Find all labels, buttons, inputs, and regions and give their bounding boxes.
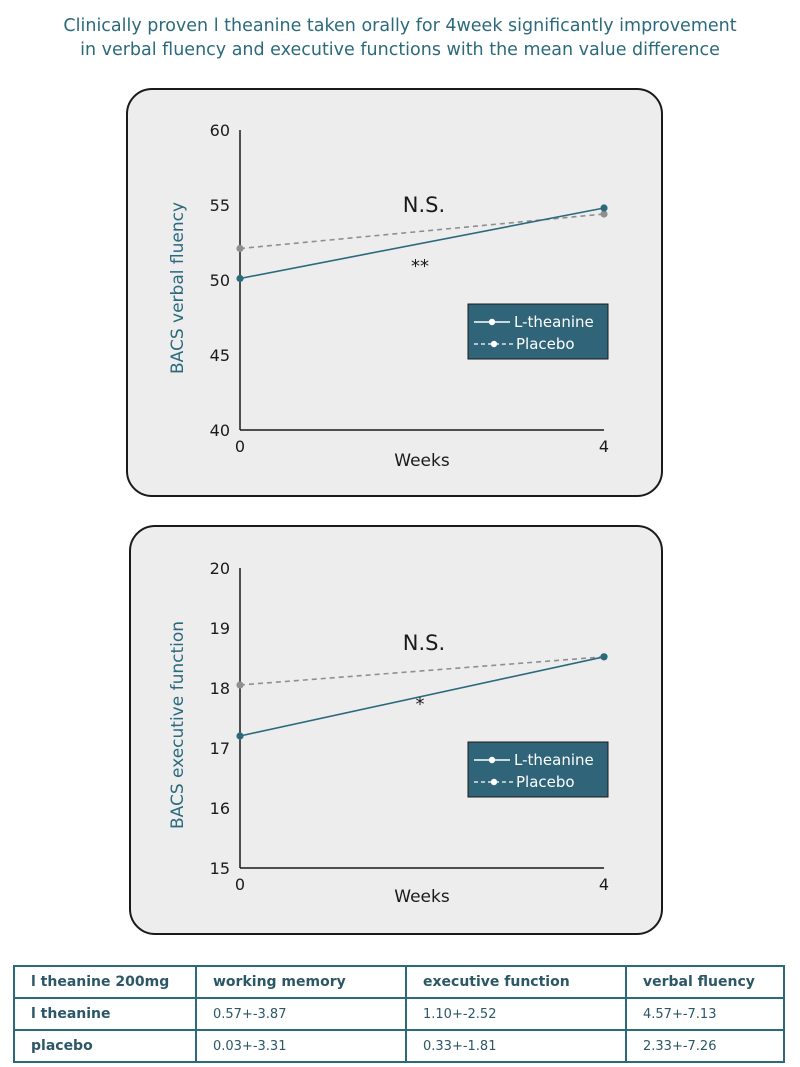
- c0-y-tick-label: 40: [210, 421, 230, 440]
- c1-annotation-significance: *: [416, 694, 425, 715]
- c1-y-tick-label: 20: [210, 559, 230, 578]
- c1-legend-marker-placebo: [490, 778, 498, 786]
- c1-y-tick-label: 19: [210, 619, 230, 638]
- c0-data-point-l-theanine: [600, 204, 608, 212]
- c1-data-point-placebo: [236, 681, 244, 689]
- executive-function-panel: [129, 525, 663, 935]
- c0-legend-label-theanine: L-theanine: [514, 313, 594, 331]
- c1-series-line-placebo: [239, 656, 605, 686]
- c1-data-point-l-theanine: [236, 732, 244, 740]
- table-header-cell: executive function: [405, 965, 627, 999]
- c1-legend-label-theanine: L-theanine: [514, 751, 594, 769]
- c1-legend-label-placebo: Placebo: [516, 773, 575, 791]
- c1-annotation-ns: N.S.: [403, 631, 445, 655]
- c1-y-axis-label: BACS executive function: [168, 621, 188, 829]
- verbal-fluency-panel: [126, 88, 663, 497]
- table-cell: 0.33+-1.81: [405, 1029, 627, 1063]
- c1-legend-marker-theanine: [488, 756, 496, 764]
- c1-y-tick-label: 17: [210, 739, 230, 758]
- c0-y-tick-label: 45: [210, 346, 230, 365]
- table-cell: 4.57+-7.13: [625, 997, 785, 1031]
- page-title: Clinically proven l theanine taken orall…: [0, 14, 800, 62]
- c0-y-axis-label: BACS verbal fluency: [168, 202, 188, 374]
- table-header-cell: working memory: [195, 965, 407, 999]
- title-line-2: in verbal fluency and executive function…: [80, 40, 720, 60]
- c0-y-tick-label: 50: [210, 271, 230, 290]
- table-row-label: placebo: [13, 1029, 197, 1063]
- c1-data-point-l-theanine: [600, 653, 608, 661]
- c0-x-axis-label: Weeks: [394, 451, 450, 471]
- c0-data-point-placebo: [236, 244, 244, 253]
- c0-legend-label-placebo: Placebo: [516, 335, 575, 353]
- table-row: placebo 0.03+-3.31 0.33+-1.81 2.33+-7.26: [13, 1029, 785, 1063]
- title-line-1: Clinically proven l theanine taken orall…: [63, 16, 737, 36]
- c1-y-tick-label: 18: [210, 679, 230, 698]
- c0-y-tick-label: 60: [210, 121, 230, 140]
- c1-x-axis-label: Weeks: [394, 887, 450, 907]
- table-row-label: l theanine: [13, 997, 197, 1031]
- c0-legend-marker-theanine: [488, 318, 496, 326]
- c1-x-tick-label: 0: [235, 875, 245, 894]
- c0-data-point-placebo: [600, 210, 608, 218]
- table-header-row: l theanine 200mg working memory executiv…: [13, 965, 785, 999]
- table-cell: 2.33+-7.26: [625, 1029, 785, 1063]
- c1-y-tick-label: 16: [210, 799, 230, 818]
- c0-annotation-ns: N.S.: [403, 193, 445, 217]
- c0-x-tick-label: 0: [235, 437, 245, 456]
- table-header-cell: verbal fluency: [625, 965, 785, 999]
- table-cell: 0.57+-3.87: [195, 997, 407, 1031]
- c0-x-tick-label: 4: [599, 437, 609, 456]
- c0-legend-box: [467, 303, 609, 360]
- table-cell: 0.03+-3.31: [195, 1029, 407, 1063]
- results-table: l theanine 200mg working memory executiv…: [13, 965, 785, 1063]
- c1-series-line-l-theanine: [239, 656, 605, 737]
- table-row: l theanine 0.57+-3.87 1.10+-2.52 4.57+-7…: [13, 997, 785, 1031]
- c0-legend-marker-placebo: [490, 340, 498, 348]
- table-header-cell: l theanine 200mg: [13, 965, 197, 999]
- c0-series-line-l-theanine: [239, 207, 605, 280]
- c0-data-point-l-theanine: [236, 274, 244, 283]
- c0-y-tick-label: 55: [210, 196, 230, 215]
- c0-series-line-placebo: [239, 213, 605, 250]
- c1-legend-box: [467, 741, 609, 798]
- c1-x-tick-label: 4: [599, 875, 609, 894]
- table-cell: 1.10+-2.52: [405, 997, 627, 1031]
- c0-annotation-significance: **: [411, 256, 429, 277]
- c1-y-tick-label: 15: [210, 859, 230, 878]
